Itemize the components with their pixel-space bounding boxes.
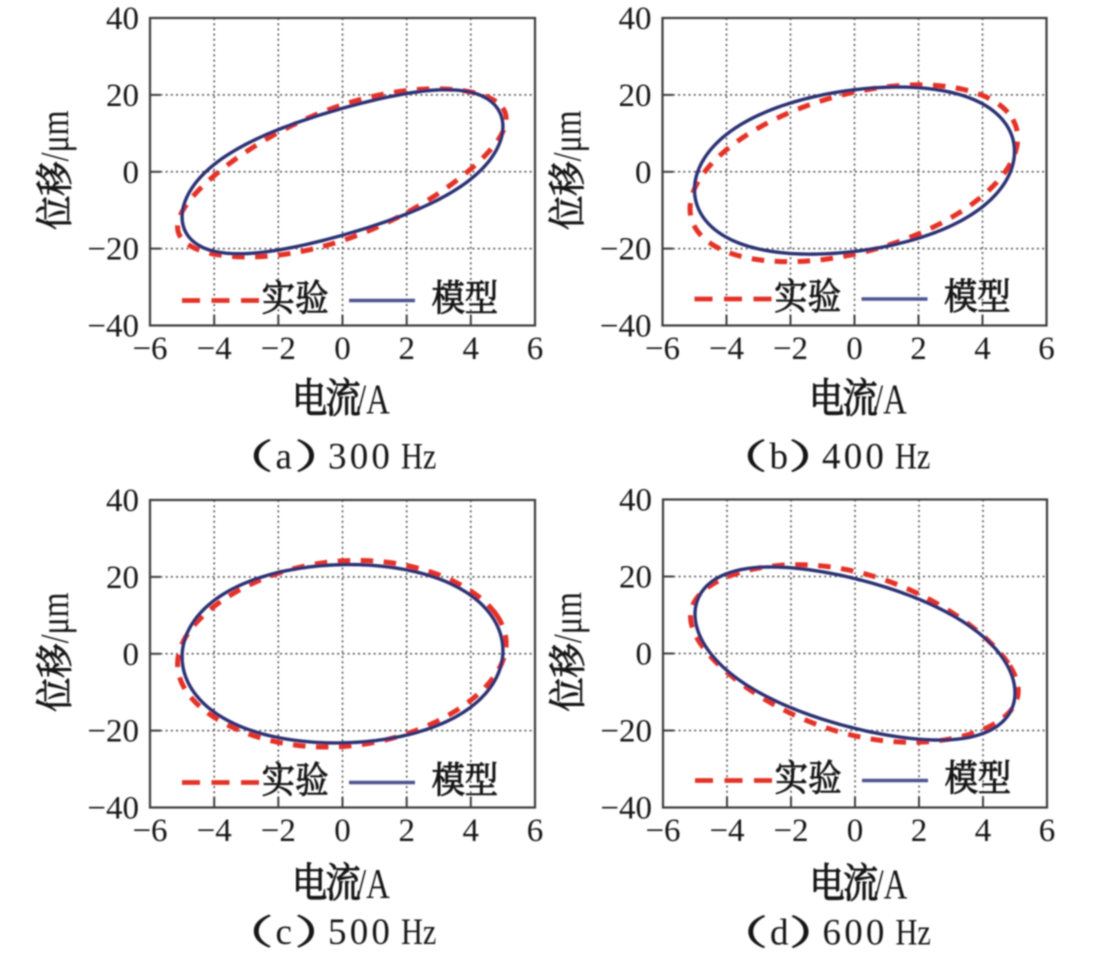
svg-text:−2: −2 xyxy=(773,331,808,367)
svg-text:4: 4 xyxy=(463,813,480,849)
svg-text:−6: −6 xyxy=(645,813,680,849)
svg-text:20: 20 xyxy=(619,78,652,114)
svg-text:−40: −40 xyxy=(87,309,139,345)
svg-text:−2: −2 xyxy=(773,813,808,849)
svg-text:40: 40 xyxy=(106,1,139,37)
svg-text:Hz: Hz xyxy=(896,913,931,953)
svg-text:0: 0 xyxy=(334,813,351,849)
svg-text:b: b xyxy=(770,437,789,478)
svg-text:40: 40 xyxy=(619,483,652,519)
svg-text:6: 6 xyxy=(527,813,544,849)
svg-text:Hz: Hz xyxy=(895,437,930,477)
svg-text:4: 4 xyxy=(463,331,480,367)
svg-text:−40: −40 xyxy=(600,791,652,827)
svg-text:400: 400 xyxy=(822,437,887,478)
svg-text:−4: −4 xyxy=(709,813,744,849)
svg-text:500: 500 xyxy=(328,912,393,953)
svg-text:40: 40 xyxy=(619,1,652,37)
svg-text:300: 300 xyxy=(328,437,393,478)
svg-text:0: 0 xyxy=(635,155,652,191)
svg-text:0: 0 xyxy=(847,813,864,849)
svg-text:/A: /A xyxy=(874,377,907,424)
svg-text:0: 0 xyxy=(636,637,653,673)
svg-text:−6: −6 xyxy=(645,331,680,367)
svg-text:Hz: Hz xyxy=(401,912,436,952)
svg-text:−6: −6 xyxy=(132,331,167,367)
svg-text:2: 2 xyxy=(398,813,415,849)
svg-text:4: 4 xyxy=(975,813,992,849)
svg-text:/μm: /μm xyxy=(545,110,589,161)
svg-text:0: 0 xyxy=(334,331,351,367)
svg-text:c: c xyxy=(276,912,292,953)
svg-text:d: d xyxy=(770,913,789,954)
svg-text:2: 2 xyxy=(911,813,928,849)
svg-text:−20: −20 xyxy=(600,714,652,750)
svg-text:−4: −4 xyxy=(197,331,232,367)
svg-text:−6: −6 xyxy=(132,813,167,849)
svg-text:/μm: /μm xyxy=(546,592,590,643)
svg-text:−2: −2 xyxy=(261,813,296,849)
svg-text:/A: /A xyxy=(357,861,390,908)
svg-text:0: 0 xyxy=(123,155,140,191)
svg-text:−4: −4 xyxy=(709,331,744,367)
svg-text:6: 6 xyxy=(1039,813,1056,849)
svg-text:40: 40 xyxy=(106,483,139,519)
svg-text:0: 0 xyxy=(846,331,863,367)
svg-text:0: 0 xyxy=(123,637,140,673)
svg-text:6: 6 xyxy=(527,331,544,367)
svg-text:6: 6 xyxy=(1038,331,1055,367)
svg-text:−20: −20 xyxy=(87,714,139,750)
svg-text:600: 600 xyxy=(823,913,888,954)
svg-text:−40: −40 xyxy=(600,309,652,345)
svg-text:−2: −2 xyxy=(261,331,296,367)
svg-text:/A: /A xyxy=(875,862,908,909)
svg-text:/μm: /μm xyxy=(33,592,77,643)
svg-text:4: 4 xyxy=(974,331,991,367)
svg-text:2: 2 xyxy=(910,331,927,367)
svg-text:−40: −40 xyxy=(87,791,139,827)
svg-text:/μm: /μm xyxy=(33,110,77,161)
svg-text:20: 20 xyxy=(106,560,139,596)
svg-text:a: a xyxy=(276,437,292,478)
svg-text:Hz: Hz xyxy=(401,437,436,477)
svg-text:−20: −20 xyxy=(87,232,139,268)
svg-text:/A: /A xyxy=(357,377,390,424)
svg-text:2: 2 xyxy=(398,331,415,367)
svg-text:−20: −20 xyxy=(600,232,652,268)
svg-text:20: 20 xyxy=(619,560,652,596)
svg-text:−4: −4 xyxy=(197,813,232,849)
svg-text:20: 20 xyxy=(106,78,139,114)
